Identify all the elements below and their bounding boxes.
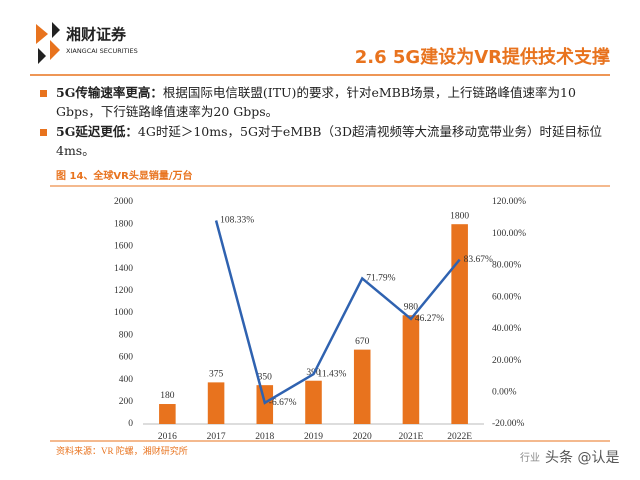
y-tick-label: 1800 bbox=[114, 219, 133, 229]
line-label: -6.67% bbox=[269, 398, 297, 408]
bar-label: 670 bbox=[355, 337, 370, 347]
bar-label: 350 bbox=[258, 372, 273, 382]
source: 资料来源：VR 陀螺，湘财研究所 bbox=[56, 445, 188, 456]
x-tick-label: 2016 bbox=[158, 432, 177, 442]
y-tick-label: 1200 bbox=[114, 286, 133, 296]
bullet-lead: 5G传输速率更高： bbox=[56, 85, 163, 100]
y-tick-label: 800 bbox=[119, 330, 134, 340]
y2-tick-label: 20.00% bbox=[492, 356, 521, 366]
x-tick-label: 2021E bbox=[399, 432, 424, 442]
y2-tick-label: 0.00% bbox=[492, 387, 517, 397]
bar bbox=[159, 404, 176, 424]
figure-caption: 图 14、全球VR头显销量/万台 bbox=[56, 169, 193, 182]
bullet-marker bbox=[40, 90, 47, 97]
y2-tick-label: 80.00% bbox=[492, 261, 521, 271]
logo-name: 湘财证券 bbox=[66, 26, 127, 44]
line-label: 83.67% bbox=[464, 255, 493, 265]
line-label: 46.27% bbox=[415, 314, 444, 324]
bar bbox=[256, 385, 274, 424]
line-label: 71.79% bbox=[366, 274, 395, 284]
x-tick-label: 2019 bbox=[304, 432, 323, 442]
bar-label: 180 bbox=[160, 391, 175, 401]
x-tick-label: 2020 bbox=[353, 432, 372, 442]
bullet-text: 4G时延＞10ms，5G对于eMBB（3D超清视频等大流量移动宽带业务）时延目标… bbox=[56, 124, 602, 158]
y-tick-label: 200 bbox=[119, 397, 134, 407]
bar bbox=[207, 382, 225, 424]
watermark: 头条 @认是 bbox=[545, 449, 619, 466]
bullet-lead: 5G延迟更低： bbox=[56, 124, 138, 139]
bar bbox=[353, 349, 371, 424]
bar-label: 1800 bbox=[450, 211, 469, 221]
bullet: 5G延迟更低：4G时延＞10ms，5G对于eMBB（3D超清视频等大流量移动宽带… bbox=[56, 122, 616, 160]
y-tick-label: 1400 bbox=[114, 264, 133, 274]
line bbox=[214, 220, 461, 405]
y-tick-label: 1600 bbox=[114, 242, 133, 252]
line-label: 11.43% bbox=[318, 369, 347, 379]
bar-label: 375 bbox=[209, 370, 224, 380]
slide-title: 2.6 5G建设为VR提供技术支撑 bbox=[355, 46, 610, 68]
bar bbox=[305, 380, 322, 424]
bullet-marker bbox=[40, 129, 47, 136]
x-tick-label: 2017 bbox=[207, 432, 226, 442]
y2-tick-label: 120.00% bbox=[492, 197, 526, 207]
x-tick-label: 2022E bbox=[447, 432, 472, 442]
y-tick-label: 400 bbox=[119, 375, 134, 385]
watermark: 行业 bbox=[520, 451, 540, 464]
y-tick-label: 1000 bbox=[114, 308, 133, 318]
bar bbox=[451, 224, 468, 424]
logo-mark bbox=[36, 22, 60, 64]
bullet-text: 根据国际电信联盟(ITU)的要求，针对eMBB场景，上行链路峰值速率为10 Gb… bbox=[56, 85, 576, 119]
bullet: 5G传输速率更高：根据国际电信联盟(ITU)的要求，针对eMBB场景，上行链路峰… bbox=[56, 83, 616, 121]
y2-tick-label: 40.00% bbox=[492, 324, 521, 334]
y2-tick-label: -20.00% bbox=[492, 419, 525, 429]
line-label: 108.33% bbox=[220, 216, 254, 226]
x-tick-label: 2018 bbox=[255, 432, 274, 442]
y-tick-label: 2000 bbox=[114, 197, 133, 207]
y-tick-label: 600 bbox=[119, 353, 134, 363]
bar-label: 980 bbox=[404, 302, 419, 312]
y-tick-label: 0 bbox=[128, 419, 133, 429]
bar bbox=[402, 315, 420, 424]
logo-sub: XIANGCAI SECURITIES bbox=[66, 47, 138, 55]
y2-tick-label: 60.00% bbox=[492, 292, 521, 302]
y2-tick-label: 100.00% bbox=[492, 229, 526, 239]
